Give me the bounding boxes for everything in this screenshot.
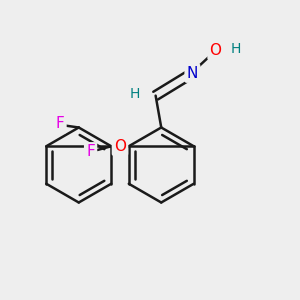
Text: O: O: [114, 139, 126, 154]
Text: H: H: [130, 87, 140, 101]
Text: O: O: [210, 43, 222, 58]
Text: F: F: [56, 116, 64, 131]
Text: N: N: [187, 66, 198, 81]
Text: F: F: [86, 144, 95, 159]
Text: H: H: [231, 42, 242, 56]
